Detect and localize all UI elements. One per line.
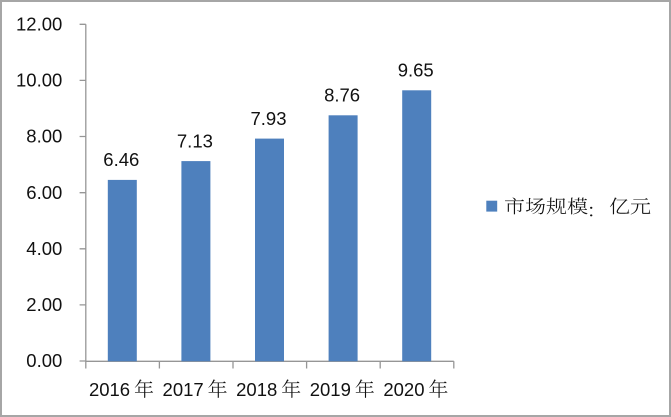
svg-text:2019: 2019 [310,379,351,400]
svg-text:2.00: 2.00 [26,294,62,315]
svg-text:6.00: 6.00 [26,182,62,203]
svg-text:2018: 2018 [236,379,277,400]
svg-text:9.65: 9.65 [398,60,434,81]
svg-text:4.00: 4.00 [26,238,62,259]
svg-text:8.00: 8.00 [26,126,62,147]
svg-text:8.76: 8.76 [324,85,360,106]
svg-text:0.00: 0.00 [26,350,62,371]
svg-text:7.93: 7.93 [250,108,286,129]
svg-text:6.46: 6.46 [103,149,139,170]
svg-text:2016: 2016 [89,379,130,400]
svg-text:2017: 2017 [163,379,204,400]
svg-text:12.00: 12.00 [16,13,62,34]
svg-text:10.00: 10.00 [16,70,62,91]
svg-text:2020: 2020 [383,379,424,400]
svg-text:7.13: 7.13 [177,130,213,151]
